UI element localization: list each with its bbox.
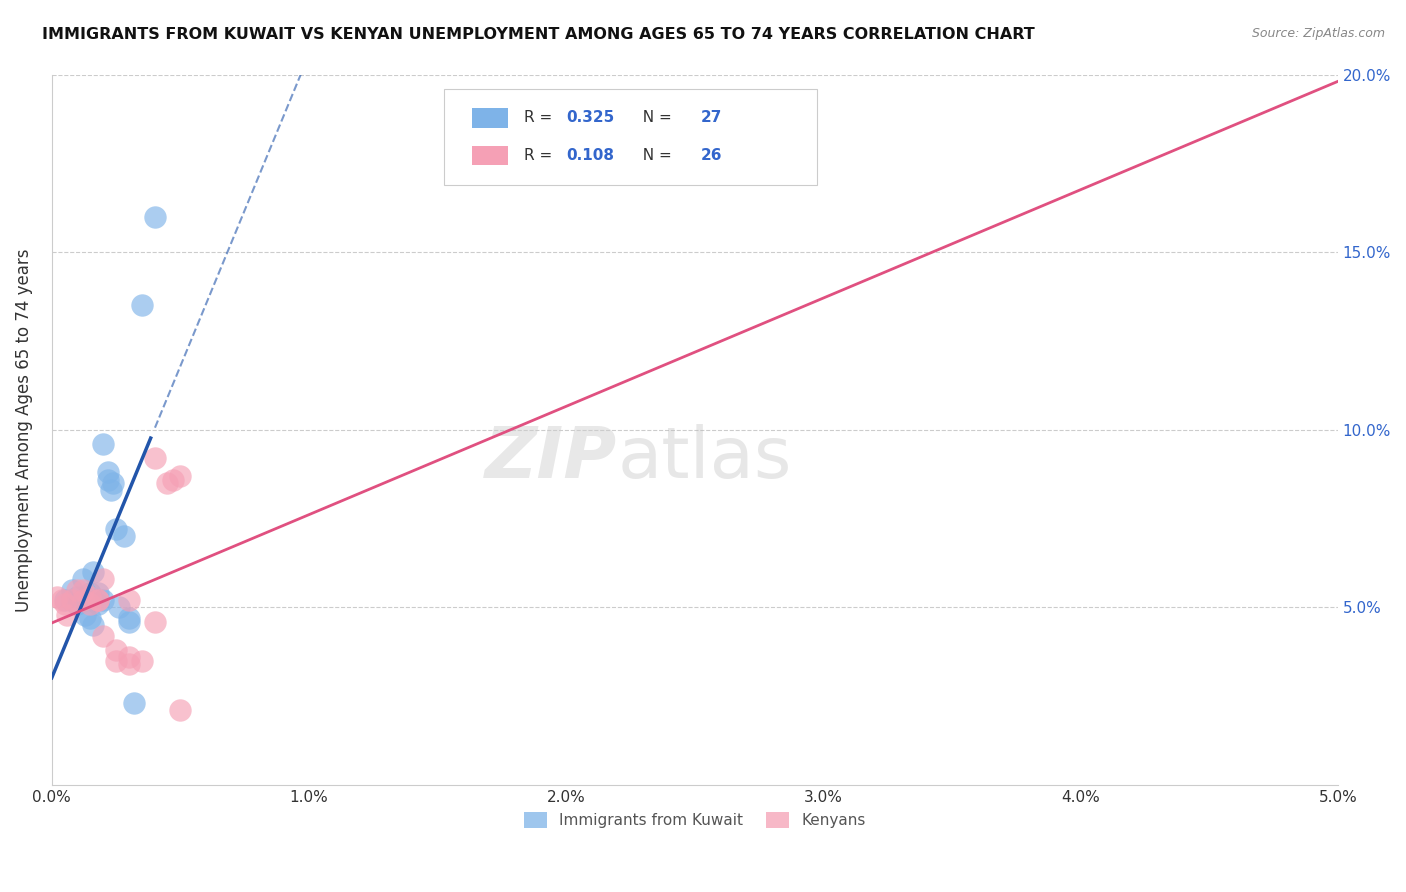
Point: [162, 473, 184, 487]
Point: [79, 586, 101, 600]
Point: [79, 590, 101, 604]
Point: [66, 597, 89, 611]
Point: [105, 522, 128, 536]
Text: N =: N =: [633, 148, 676, 163]
Point: [79, 597, 101, 611]
Text: IMMIGRANTS FROM KUWAIT VS KENYAN UNEMPLOYMENT AMONG AGES 65 TO 74 YEARS CORRELAT: IMMIGRANTS FROM KUWAIT VS KENYAN UNEMPLO…: [42, 27, 1035, 42]
Point: [97, 466, 120, 480]
Point: [87, 586, 110, 600]
Point: [143, 210, 166, 224]
Point: [82, 565, 104, 579]
Point: [131, 298, 153, 312]
Point: [53, 597, 76, 611]
Text: 0.108: 0.108: [567, 148, 614, 163]
Point: [169, 469, 191, 483]
Point: [87, 597, 110, 611]
Point: [118, 657, 141, 672]
Point: [91, 437, 114, 451]
Point: [51, 593, 73, 607]
Point: [79, 611, 101, 625]
Point: [91, 629, 114, 643]
FancyBboxPatch shape: [472, 108, 509, 128]
Point: [156, 476, 179, 491]
Text: N =: N =: [633, 111, 676, 126]
Point: [118, 593, 141, 607]
Point: [66, 590, 89, 604]
Point: [118, 611, 141, 625]
Point: [118, 615, 141, 629]
Text: Source: ZipAtlas.com: Source: ZipAtlas.com: [1251, 27, 1385, 40]
FancyBboxPatch shape: [444, 88, 817, 185]
Point: [122, 697, 145, 711]
Point: [75, 607, 97, 622]
Point: [91, 572, 114, 586]
Point: [60, 593, 83, 607]
Point: [87, 593, 110, 607]
Point: [82, 618, 104, 632]
Legend: Immigrants from Kuwait, Kenyans: Immigrants from Kuwait, Kenyans: [517, 806, 872, 834]
Point: [143, 451, 166, 466]
Point: [131, 654, 153, 668]
Text: 27: 27: [702, 111, 723, 126]
Text: 0.325: 0.325: [567, 111, 614, 126]
Point: [75, 593, 97, 607]
Point: [97, 473, 120, 487]
Point: [91, 593, 114, 607]
Point: [66, 582, 89, 597]
Point: [112, 529, 135, 543]
Point: [143, 615, 166, 629]
Point: [72, 572, 94, 586]
Point: [87, 593, 110, 607]
Y-axis label: Unemployment Among Ages 65 to 74 years: Unemployment Among Ages 65 to 74 years: [15, 248, 32, 612]
Point: [103, 476, 125, 491]
Point: [45, 590, 67, 604]
Point: [53, 593, 76, 607]
Text: R =: R =: [523, 148, 557, 163]
Point: [105, 643, 128, 657]
Point: [56, 607, 79, 622]
Point: [100, 483, 122, 498]
Text: atlas: atlas: [617, 424, 792, 492]
Text: ZIP: ZIP: [485, 424, 617, 492]
Point: [118, 650, 141, 665]
Text: 26: 26: [702, 148, 723, 163]
Point: [169, 704, 191, 718]
FancyBboxPatch shape: [472, 145, 509, 165]
Point: [72, 582, 94, 597]
Text: R =: R =: [523, 111, 557, 126]
Point: [107, 600, 129, 615]
Point: [72, 593, 94, 607]
Point: [105, 654, 128, 668]
Point: [60, 582, 83, 597]
